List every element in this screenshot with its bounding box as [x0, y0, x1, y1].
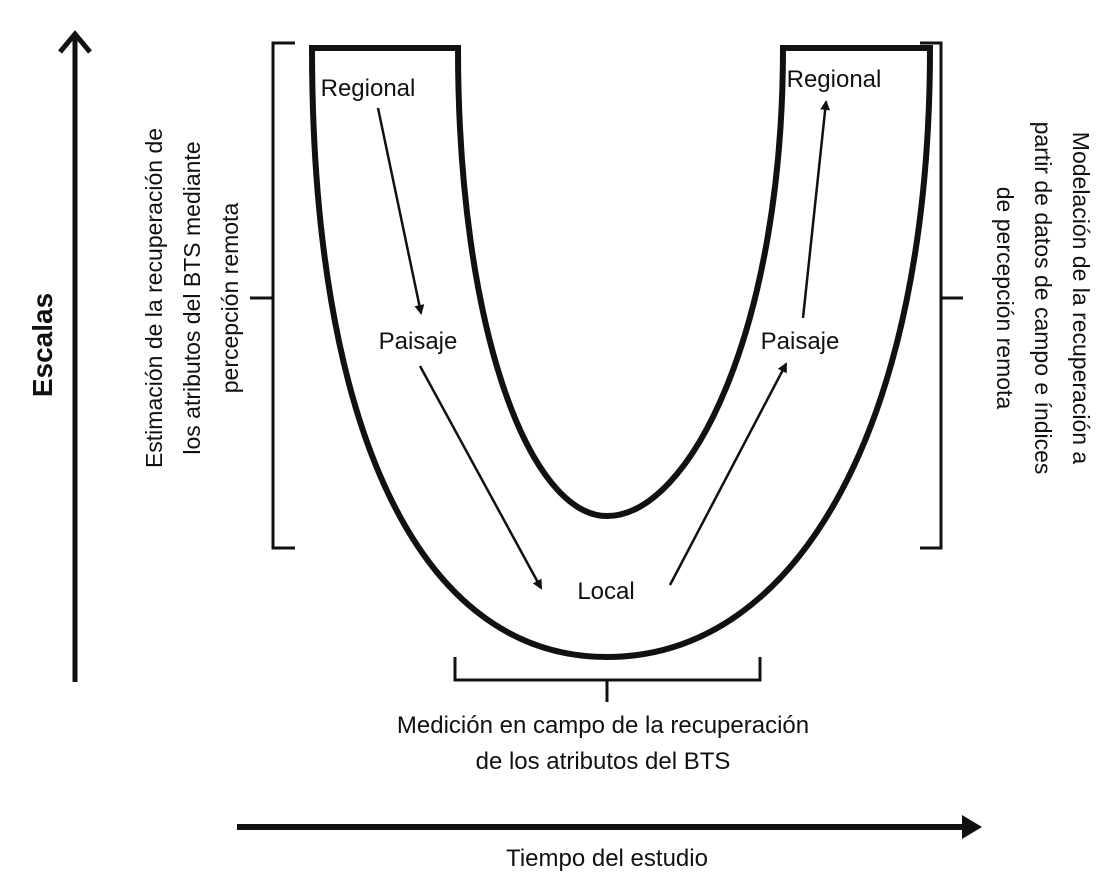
y-axis-arrow [58, 30, 92, 682]
arrow-regional-to-paisaje [376, 107, 425, 315]
bottom-bracket-line: de los atributos del BTS [476, 748, 731, 775]
y-axis-label: Escalas [27, 293, 58, 397]
u-shaped-band [308, 45, 934, 661]
right-bracket [920, 41, 963, 550]
right-bracket-line: partir de datos de campo e índices [1030, 122, 1056, 475]
left-bracket-line: Estimación de la recuperación de [141, 128, 167, 468]
arrow-paisaje-to-regional [801, 100, 831, 319]
node-local: Local [577, 578, 634, 605]
node-left-paisaje: Paisaje [379, 328, 458, 355]
right-bracket-line: Modelación de la recuperación a [1068, 132, 1094, 465]
right-bracket-label: Modelación de la recuperación a partir d… [992, 122, 1094, 475]
right-bracket-line: de percepción remota [992, 187, 1018, 410]
left-bracket-line: percepción remota [217, 203, 243, 394]
arrow-local-to-paisaje [668, 362, 788, 586]
bottom-bracket [453, 657, 762, 702]
arrow-paisaje-to-local [418, 365, 543, 590]
bottom-bracket-line: Medición en campo de la recuperación [397, 712, 809, 739]
node-left-regional: Regional [321, 75, 416, 102]
left-bracket-line: los atributos del BTS mediante [179, 141, 205, 454]
x-axis-label: Tiempo del estudio [506, 845, 708, 872]
left-bracket [250, 41, 295, 550]
x-axis-arrow [237, 815, 982, 839]
left-bracket-label: Estimación de la recuperación de los atr… [141, 128, 243, 468]
node-right-regional: Regional [787, 66, 882, 93]
node-right-paisaje: Paisaje [761, 328, 840, 355]
